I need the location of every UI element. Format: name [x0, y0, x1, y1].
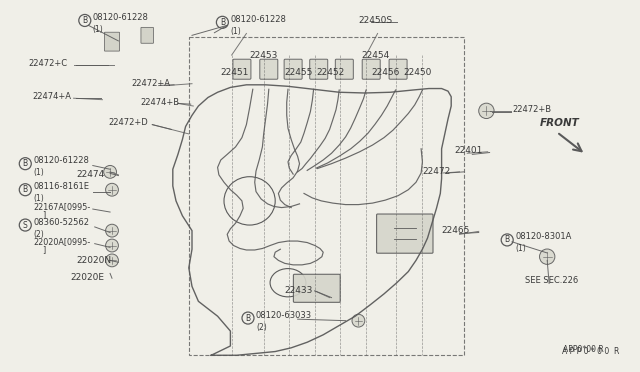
Text: 22465: 22465 — [442, 226, 470, 235]
Text: SEE SEC.226: SEE SEC.226 — [525, 276, 578, 285]
Circle shape — [106, 224, 118, 237]
Circle shape — [106, 183, 118, 196]
Text: 22474: 22474 — [77, 170, 105, 179]
Text: (1): (1) — [230, 27, 241, 36]
Text: 22167A[0995-: 22167A[0995- — [33, 202, 90, 211]
Text: 22450: 22450 — [403, 68, 431, 77]
Text: 08360-52562: 08360-52562 — [33, 218, 90, 227]
Text: 22020A[0995-: 22020A[0995- — [33, 237, 90, 246]
Text: 22453: 22453 — [250, 51, 278, 60]
FancyBboxPatch shape — [260, 59, 278, 79]
Circle shape — [104, 166, 116, 178]
Text: 22472+D: 22472+D — [109, 118, 148, 127]
Text: 08120-63033: 08120-63033 — [256, 311, 312, 320]
Circle shape — [479, 103, 494, 119]
Text: B: B — [220, 18, 225, 27]
Text: 22474+B: 22474+B — [141, 98, 180, 107]
Text: (1): (1) — [515, 244, 526, 253]
Text: 22451: 22451 — [221, 68, 249, 77]
Text: 22452: 22452 — [317, 68, 345, 77]
Circle shape — [106, 254, 118, 267]
Text: A P P 0 * 0 0  R: A P P 0 * 0 0 R — [562, 347, 620, 356]
Text: FRONT: FRONT — [540, 118, 579, 128]
Text: B: B — [22, 185, 28, 194]
Text: B: B — [504, 235, 510, 244]
Text: 22454: 22454 — [362, 51, 390, 60]
FancyBboxPatch shape — [362, 59, 380, 79]
Text: 22455: 22455 — [285, 68, 313, 77]
FancyBboxPatch shape — [376, 214, 433, 253]
Text: 08120-8301A: 08120-8301A — [515, 232, 572, 241]
Text: 22020N: 22020N — [77, 256, 112, 265]
Circle shape — [106, 239, 118, 252]
Text: B: B — [82, 16, 88, 25]
Text: S: S — [23, 221, 28, 230]
Circle shape — [540, 249, 555, 264]
Text: (1): (1) — [93, 25, 104, 34]
Circle shape — [352, 314, 365, 327]
FancyBboxPatch shape — [335, 59, 353, 79]
FancyBboxPatch shape — [104, 32, 120, 51]
Text: 22450S: 22450S — [358, 16, 392, 25]
Text: 22020E: 22020E — [70, 273, 104, 282]
Text: B: B — [22, 159, 28, 168]
Text: ]: ] — [33, 246, 47, 254]
FancyBboxPatch shape — [141, 28, 154, 43]
Text: 08120-61228: 08120-61228 — [230, 15, 286, 24]
Text: ]: ] — [33, 211, 47, 219]
Text: (1): (1) — [33, 168, 44, 177]
Text: 22456: 22456 — [371, 68, 399, 77]
Text: B: B — [245, 314, 251, 323]
FancyBboxPatch shape — [310, 59, 328, 79]
Text: (2): (2) — [33, 230, 44, 238]
Text: 22474+A: 22474+A — [32, 92, 71, 101]
Text: 22472+A: 22472+A — [131, 79, 170, 88]
FancyBboxPatch shape — [233, 59, 251, 79]
FancyBboxPatch shape — [284, 59, 302, 79]
Text: 08120-61228: 08120-61228 — [93, 13, 148, 22]
Bar — [189, 37, 464, 355]
Text: 08120-61228: 08120-61228 — [33, 156, 89, 165]
Text: 22472+B: 22472+B — [512, 105, 551, 114]
Text: (1): (1) — [33, 194, 44, 203]
FancyBboxPatch shape — [389, 59, 407, 79]
Text: 22472: 22472 — [422, 167, 451, 176]
Text: 22472+C: 22472+C — [29, 59, 68, 68]
Text: (2): (2) — [256, 323, 267, 331]
Text: APP0*00 R: APP0*00 R — [563, 345, 604, 354]
Text: 22401: 22401 — [454, 146, 483, 155]
Text: 22433: 22433 — [285, 286, 313, 295]
FancyBboxPatch shape — [293, 274, 340, 302]
Text: 08116-8161E: 08116-8161E — [33, 182, 90, 191]
